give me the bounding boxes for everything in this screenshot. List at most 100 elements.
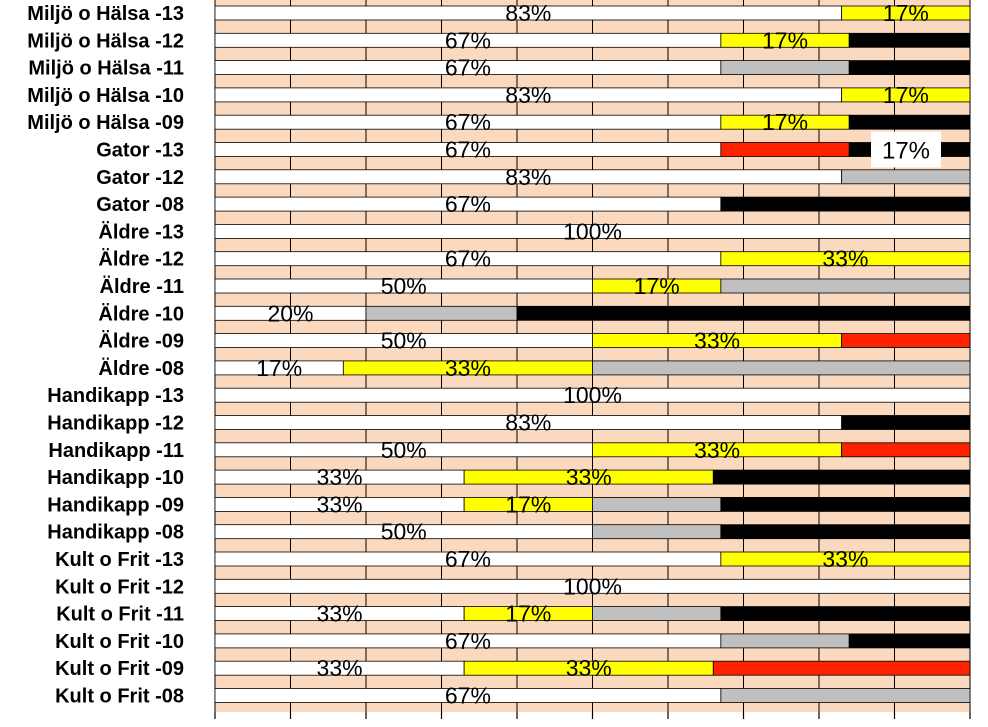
bar-segment	[841, 442, 971, 458]
category-label: Handikapp -12	[47, 413, 184, 435]
data-label: 83%	[505, 0, 551, 26]
bar-segment	[592, 496, 722, 512]
data-label: 67%	[445, 109, 491, 135]
category-label: Gator -12	[96, 167, 184, 189]
category-label: Miljö o Hälsa -11	[28, 58, 184, 80]
callout: 17%	[871, 131, 941, 168]
data-label: 67%	[445, 683, 491, 709]
bar-segment	[848, 633, 971, 649]
bar-segment	[720, 196, 971, 212]
data-label: 67%	[445, 191, 491, 217]
data-label: 33%	[566, 464, 612, 490]
category-label: Handikapp -13	[47, 385, 184, 407]
data-label: 17%	[883, 82, 929, 108]
bar-segment	[214, 578, 971, 594]
bar-segment	[214, 223, 971, 239]
category-label: Miljö o Hälsa -13	[27, 3, 184, 25]
category-label: Kult o Frit -09	[55, 658, 184, 680]
data-label: 33%	[822, 246, 868, 272]
category-label: Miljö o Hälsa -12	[27, 30, 184, 52]
data-label: 20%	[267, 300, 313, 326]
bar-segment	[592, 524, 722, 540]
callout-label: 17%	[882, 138, 930, 165]
bar-segment	[841, 169, 971, 185]
category-label: Gator -13	[96, 140, 184, 162]
bar-segment	[592, 360, 971, 376]
bar-segment	[720, 278, 971, 294]
bar-segment	[365, 305, 518, 321]
category-label: Handikapp -11	[48, 440, 184, 462]
category-label: Gator -08	[96, 194, 184, 216]
category-label: Miljö o Hälsa -09	[27, 112, 184, 134]
category-labels: Miljö o Hälsa -13 Miljö o Hälsa -12 Miljö …	[27, 3, 184, 708]
category-label: Äldre -09	[98, 330, 184, 353]
data-label: 17%	[634, 273, 680, 299]
category-label: Äldre -12	[98, 248, 184, 271]
data-label: 50%	[381, 519, 427, 545]
bar-segment	[720, 251, 971, 267]
data-label: 17%	[256, 355, 302, 381]
bar-segment	[720, 60, 850, 75]
data-label: 50%	[381, 328, 427, 354]
data-labels: 83% 17% 67% 17% 67% 83% 17% 67% 17% 67% 83% 67% 100%…	[256, 0, 929, 709]
data-label: 83%	[505, 82, 551, 108]
data-label: 33%	[317, 601, 363, 627]
category-label: Kult o Frit -10	[55, 631, 184, 653]
data-label: 100%	[563, 382, 622, 408]
bars	[214, 5, 971, 703]
data-label: 33%	[566, 655, 612, 681]
data-label: 33%	[445, 355, 491, 381]
category-label: Kult o Frit -08	[55, 686, 184, 708]
category-label: Miljö o Hälsa -10	[27, 85, 184, 107]
data-label: 17%	[883, 0, 929, 26]
bar-segment	[720, 496, 971, 512]
category-label: Äldre -10	[98, 302, 184, 325]
data-label: 67%	[445, 27, 491, 53]
data-label: 33%	[694, 437, 740, 463]
bar-segment	[848, 32, 971, 48]
category-label: Handikapp -09	[47, 494, 184, 516]
bar-segment	[592, 606, 722, 621]
data-label: 67%	[445, 55, 491, 81]
callout-box	[871, 131, 941, 168]
data-label: 17%	[762, 109, 808, 135]
bar-segment	[841, 87, 971, 103]
data-label: 100%	[563, 218, 622, 244]
data-label: 33%	[317, 464, 363, 490]
bar-segment	[848, 114, 971, 130]
x-axis-ticks	[214, 712, 971, 719]
bar-segment	[841, 5, 971, 21]
data-label: 67%	[445, 137, 491, 163]
data-label: 33%	[317, 491, 363, 517]
bar-segment	[516, 305, 971, 321]
bar-segment	[720, 688, 971, 703]
bar-segment	[720, 524, 971, 540]
bar-segment	[720, 142, 850, 157]
category-label: Handikapp -10	[47, 467, 184, 489]
data-label: 17%	[762, 27, 808, 53]
bar-segment	[841, 333, 971, 349]
bar-segment	[214, 387, 971, 403]
bar-segment	[712, 469, 971, 485]
bar-segment	[720, 551, 971, 567]
data-label: 17%	[505, 601, 551, 627]
bar-segment	[848, 60, 971, 75]
category-label: Äldre -08	[98, 357, 184, 380]
data-label: 83%	[505, 164, 551, 190]
data-label: 83%	[505, 410, 551, 436]
data-label: 33%	[822, 546, 868, 572]
data-label: 100%	[563, 573, 622, 599]
category-label: Kult o Frit -13	[55, 549, 184, 571]
category-label: Kult o Frit -12	[55, 576, 184, 598]
data-label: 67%	[445, 628, 491, 654]
data-label: 50%	[381, 273, 427, 299]
data-label: 17%	[505, 491, 551, 517]
category-label: Äldre -13	[98, 220, 184, 243]
data-label: 67%	[445, 546, 491, 572]
category-label: Äldre -11	[100, 275, 184, 298]
data-label: 67%	[445, 246, 491, 272]
category-label: Kult o Frit -11	[56, 604, 184, 626]
bar-segment	[841, 415, 971, 430]
bar-segment	[720, 606, 971, 621]
